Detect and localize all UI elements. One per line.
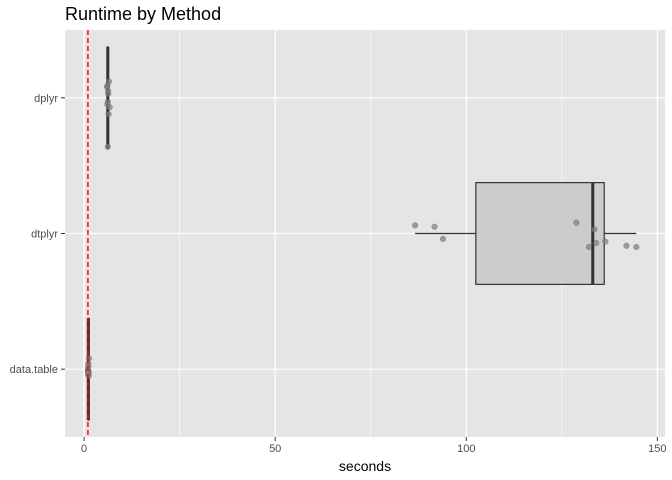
data-point — [602, 238, 609, 245]
x-tick-label: 150 — [648, 443, 666, 455]
x-axis-title: seconds — [339, 458, 391, 474]
y-tick-label: dtplyr — [31, 229, 58, 241]
data-point — [104, 98, 111, 105]
box-iqr — [475, 182, 605, 285]
data-point — [104, 82, 111, 89]
y-tick-label: dplyr — [34, 93, 58, 105]
data-point — [439, 235, 447, 242]
data-point — [86, 355, 93, 362]
box-dtplyr — [415, 182, 637, 285]
data-point — [633, 244, 640, 251]
data-point — [105, 88, 112, 95]
data-point — [104, 143, 111, 150]
data-point — [573, 219, 580, 226]
data-point — [412, 222, 419, 229]
data-point — [593, 239, 600, 247]
data-point — [585, 244, 592, 251]
x-tick-label: 100 — [457, 443, 475, 455]
x-tick-label: 0 — [81, 443, 87, 455]
data-point — [623, 242, 630, 249]
chart-title: Runtime by Method — [65, 4, 222, 24]
x-tick-label: 50 — [269, 443, 281, 455]
data-point — [431, 223, 438, 230]
y-tick-label: data.table — [10, 364, 58, 376]
axis-layer: 0 50 100 150 dplyr dtplyr data.table — [10, 93, 667, 455]
box-dplyr — [106, 46, 110, 150]
data-point — [105, 111, 112, 118]
data-point — [591, 226, 598, 233]
